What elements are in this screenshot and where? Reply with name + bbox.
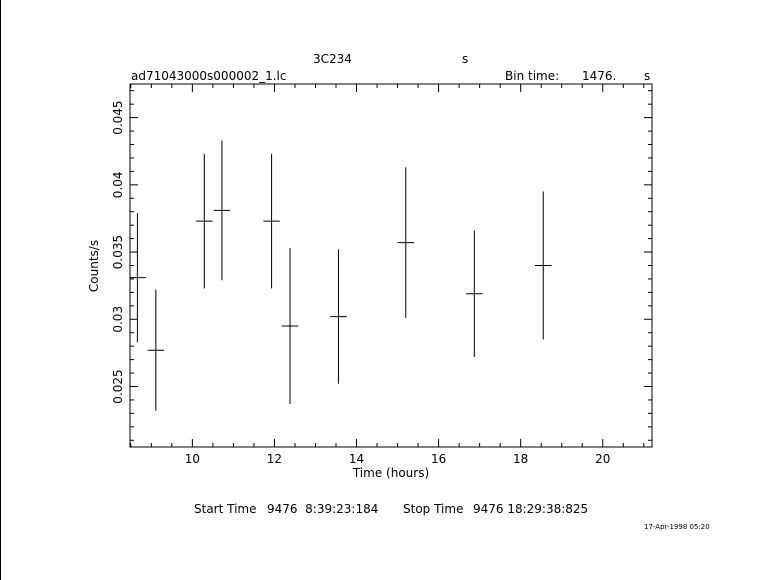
start-time-value: 9476 8:39:23:184 <box>267 502 379 516</box>
x-tick-label: 16 <box>431 452 446 466</box>
window-edge <box>0 0 1 580</box>
data-point <box>466 230 483 357</box>
data-point <box>535 191 552 340</box>
y-tick-label: 0.035 <box>111 235 125 269</box>
y-tick-label: 0.025 <box>111 369 125 403</box>
axis-ticks: 10 12 14 16 18 20 0.025 0.03 0.035 0.04 0.045 <box>111 84 652 466</box>
data-point <box>196 153 213 289</box>
x-tick-label: 12 <box>267 452 282 466</box>
plot-timestamp: 17-Apr-1998 05:20 <box>644 523 710 531</box>
title-suffix: s <box>462 52 469 66</box>
data-point <box>330 249 347 384</box>
stop-time-label: Stop Time <box>403 502 464 516</box>
y-tick-label: 0.03 <box>111 306 125 333</box>
y-tick-label: 0.045 <box>111 100 125 134</box>
data-points <box>130 140 552 411</box>
y-tick-label: 0.04 <box>111 171 125 198</box>
bin-time-unit: s <box>644 69 651 83</box>
bin-time-label: Bin time: <box>505 69 560 83</box>
data-point <box>147 289 165 411</box>
start-time-label: Start Time <box>194 502 257 516</box>
x-tick-label: 18 <box>513 452 528 466</box>
bin-time-value: 1476. <box>582 69 617 83</box>
x-tick-label: 20 <box>595 452 610 466</box>
x-tick-label: 14 <box>349 452 364 466</box>
x-axis-label: Time (hours) <box>352 466 429 480</box>
data-point <box>213 140 231 281</box>
plot-frame <box>129 83 653 448</box>
chart-title: 3C234 <box>313 52 352 66</box>
stop-time-value: 9476 18:29:38:825 <box>473 502 589 516</box>
file-name: ad71043000s000002_1.lc <box>131 69 287 83</box>
data-point <box>281 248 299 404</box>
y-axis-label: Counts/s <box>87 240 101 292</box>
data-point <box>397 167 414 318</box>
data-point <box>130 213 146 343</box>
x-tick-label: 10 <box>185 452 200 466</box>
data-point <box>263 153 280 289</box>
